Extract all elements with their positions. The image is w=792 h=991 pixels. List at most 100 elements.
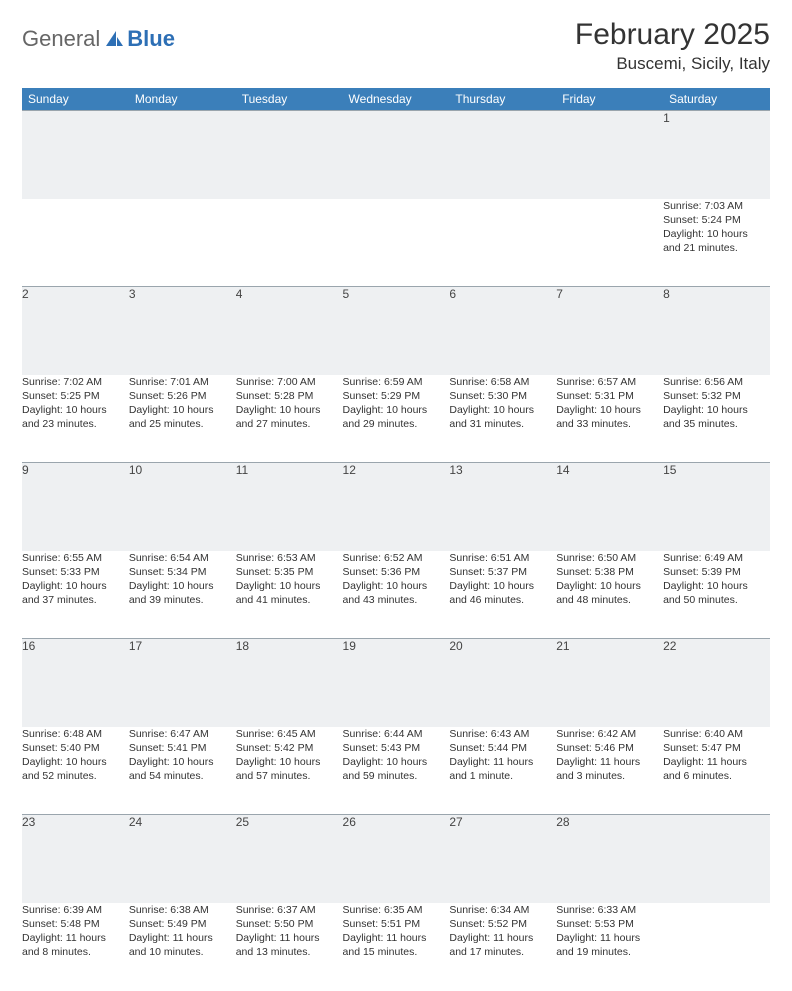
weekday-header-row: Sunday Monday Tuesday Wednesday Thursday… — [22, 88, 770, 111]
day-cell: Sunrise: 6:48 AMSunset: 5:40 PMDaylight:… — [22, 727, 129, 815]
day-cell: Sunrise: 6:58 AMSunset: 5:30 PMDaylight:… — [449, 375, 556, 463]
daylight-text-2: and 33 minutes. — [556, 417, 663, 431]
day-number: 16 — [22, 639, 129, 727]
daylight-text-2: and 39 minutes. — [129, 593, 236, 607]
day-number: 1 — [663, 111, 770, 199]
weekday-tuesday: Tuesday — [236, 88, 343, 111]
daylight-text-1: Daylight: 11 hours — [556, 931, 663, 945]
day-number: 6 — [449, 287, 556, 375]
sunset-text: Sunset: 5:30 PM — [449, 389, 556, 403]
logo-sail-icon — [103, 29, 125, 49]
logo-text-general: General — [22, 26, 100, 52]
daylight-text-1: Daylight: 10 hours — [22, 755, 129, 769]
day-number: 21 — [556, 639, 663, 727]
daylight-text-1: Daylight: 11 hours — [236, 931, 343, 945]
sunset-text: Sunset: 5:39 PM — [663, 565, 770, 579]
daylight-text-1: Daylight: 10 hours — [343, 579, 450, 593]
calendar-table: Sunday Monday Tuesday Wednesday Thursday… — [22, 88, 770, 991]
day-cell: Sunrise: 6:39 AMSunset: 5:48 PMDaylight:… — [22, 903, 129, 991]
logo: General Blue — [22, 26, 175, 52]
daylight-text-1: Daylight: 11 hours — [343, 931, 450, 945]
daylight-text-1: Daylight: 10 hours — [556, 579, 663, 593]
day-number: 15 — [663, 463, 770, 551]
day-number: 7 — [556, 287, 663, 375]
day-number: 28 — [556, 815, 663, 903]
sunset-text: Sunset: 5:47 PM — [663, 741, 770, 755]
day-cell — [236, 199, 343, 287]
day-cell — [449, 199, 556, 287]
sunrise-text: Sunrise: 6:38 AM — [129, 903, 236, 917]
day-number: 3 — [129, 287, 236, 375]
daylight-text-1: Daylight: 10 hours — [343, 403, 450, 417]
daylight-text-2: and 15 minutes. — [343, 945, 450, 959]
daylight-text-2: and 57 minutes. — [236, 769, 343, 783]
day-cell — [343, 199, 450, 287]
sunset-text: Sunset: 5:41 PM — [129, 741, 236, 755]
day-cell: Sunrise: 6:56 AMSunset: 5:32 PMDaylight:… — [663, 375, 770, 463]
day-number-row: 232425262728 — [22, 815, 770, 903]
daylight-text-2: and 48 minutes. — [556, 593, 663, 607]
day-cell: Sunrise: 6:47 AMSunset: 5:41 PMDaylight:… — [129, 727, 236, 815]
daylight-text-2: and 19 minutes. — [556, 945, 663, 959]
day-number: 18 — [236, 639, 343, 727]
sunrise-text: Sunrise: 7:00 AM — [236, 375, 343, 389]
daylight-text-1: Daylight: 10 hours — [22, 403, 129, 417]
sunset-text: Sunset: 5:49 PM — [129, 917, 236, 931]
day-cell: Sunrise: 6:44 AMSunset: 5:43 PMDaylight:… — [343, 727, 450, 815]
day-cell: Sunrise: 6:59 AMSunset: 5:29 PMDaylight:… — [343, 375, 450, 463]
day-detail-row: Sunrise: 6:48 AMSunset: 5:40 PMDaylight:… — [22, 727, 770, 815]
sunset-text: Sunset: 5:44 PM — [449, 741, 556, 755]
daylight-text-1: Daylight: 10 hours — [236, 579, 343, 593]
sunset-text: Sunset: 5:36 PM — [343, 565, 450, 579]
day-cell: Sunrise: 7:00 AMSunset: 5:28 PMDaylight:… — [236, 375, 343, 463]
weekday-sunday: Sunday — [22, 88, 129, 111]
daylight-text-1: Daylight: 10 hours — [129, 403, 236, 417]
day-cell: Sunrise: 6:43 AMSunset: 5:44 PMDaylight:… — [449, 727, 556, 815]
day-number: 19 — [343, 639, 450, 727]
sunrise-text: Sunrise: 6:34 AM — [449, 903, 556, 917]
sunrise-text: Sunrise: 6:48 AM — [22, 727, 129, 741]
day-number: 26 — [343, 815, 450, 903]
sunrise-text: Sunrise: 6:54 AM — [129, 551, 236, 565]
sunset-text: Sunset: 5:32 PM — [663, 389, 770, 403]
day-cell — [663, 903, 770, 991]
daylight-text-2: and 17 minutes. — [449, 945, 556, 959]
weekday-thursday: Thursday — [449, 88, 556, 111]
sunrise-text: Sunrise: 7:02 AM — [22, 375, 129, 389]
daylight-text-2: and 27 minutes. — [236, 417, 343, 431]
sunset-text: Sunset: 5:46 PM — [556, 741, 663, 755]
daylight-text-2: and 6 minutes. — [663, 769, 770, 783]
sunset-text: Sunset: 5:51 PM — [343, 917, 450, 931]
sunrise-text: Sunrise: 6:49 AM — [663, 551, 770, 565]
day-cell: Sunrise: 7:01 AMSunset: 5:26 PMDaylight:… — [129, 375, 236, 463]
daylight-text-2: and 8 minutes. — [22, 945, 129, 959]
day-detail-row: Sunrise: 6:39 AMSunset: 5:48 PMDaylight:… — [22, 903, 770, 991]
daylight-text-2: and 10 minutes. — [129, 945, 236, 959]
logo-text-blue: Blue — [127, 26, 175, 52]
daylight-text-2: and 13 minutes. — [236, 945, 343, 959]
daylight-text-2: and 35 minutes. — [663, 417, 770, 431]
day-number: 10 — [129, 463, 236, 551]
day-cell: Sunrise: 6:51 AMSunset: 5:37 PMDaylight:… — [449, 551, 556, 639]
daylight-text-1: Daylight: 11 hours — [556, 755, 663, 769]
sunset-text: Sunset: 5:40 PM — [22, 741, 129, 755]
sunrise-text: Sunrise: 6:42 AM — [556, 727, 663, 741]
day-number: 12 — [343, 463, 450, 551]
sunset-text: Sunset: 5:25 PM — [22, 389, 129, 403]
daylight-text-1: Daylight: 11 hours — [663, 755, 770, 769]
daylight-text-2: and 59 minutes. — [343, 769, 450, 783]
location: Buscemi, Sicily, Italy — [575, 54, 770, 74]
month-title: February 2025 — [575, 18, 770, 52]
day-number — [449, 111, 556, 199]
daylight-text-1: Daylight: 10 hours — [663, 227, 770, 241]
daylight-text-2: and 3 minutes. — [556, 769, 663, 783]
weekday-wednesday: Wednesday — [343, 88, 450, 111]
day-number: 13 — [449, 463, 556, 551]
sunset-text: Sunset: 5:28 PM — [236, 389, 343, 403]
sunrise-text: Sunrise: 6:51 AM — [449, 551, 556, 565]
day-cell: Sunrise: 6:55 AMSunset: 5:33 PMDaylight:… — [22, 551, 129, 639]
sunset-text: Sunset: 5:53 PM — [556, 917, 663, 931]
sunrise-text: Sunrise: 6:43 AM — [449, 727, 556, 741]
day-number: 14 — [556, 463, 663, 551]
daylight-text-2: and 21 minutes. — [663, 241, 770, 255]
